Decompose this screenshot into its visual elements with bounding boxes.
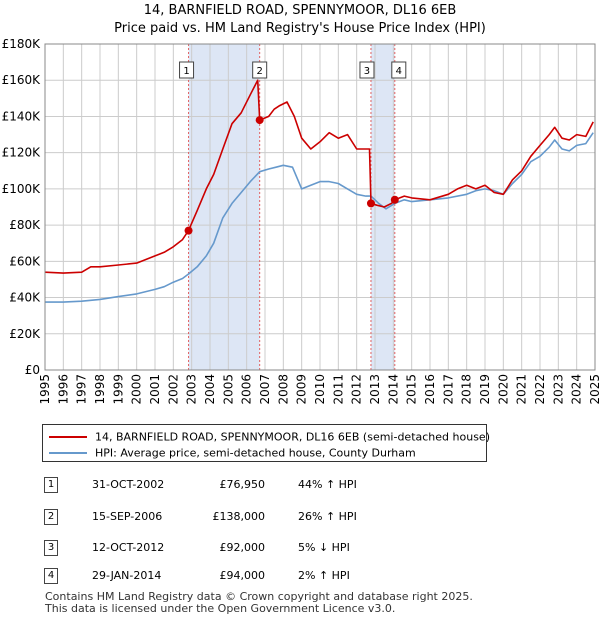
y-tick-label: £120K bbox=[2, 146, 42, 160]
x-tick-label: 2014 bbox=[386, 374, 400, 405]
legend: 14, BARNFIELD ROAD, SPENNYMOOR, DL16 6EB… bbox=[42, 424, 490, 462]
y-tick-label: £140K bbox=[2, 109, 42, 123]
legend-hpi-label: HPI: Average price, semi-detached house,… bbox=[95, 446, 416, 460]
y-tick-label: £80K bbox=[9, 218, 41, 232]
y-tick-label: £100K bbox=[2, 182, 42, 196]
y-tick-label: £20K bbox=[9, 327, 41, 341]
x-tick-label: 2004 bbox=[203, 374, 217, 405]
x-tick-label: 2018 bbox=[460, 374, 474, 405]
transaction-date: 31-OCT-2002 bbox=[92, 478, 165, 491]
x-tick-label: 2009 bbox=[295, 374, 309, 405]
transaction-number: 2 bbox=[44, 509, 58, 525]
sale-point bbox=[255, 116, 264, 125]
x-tick-label: 1998 bbox=[93, 374, 107, 405]
transaction-date: 12-OCT-2012 bbox=[92, 541, 165, 554]
x-tick-label: 2025 bbox=[588, 374, 600, 405]
transaction-hpi: 44% ↑ HPI bbox=[298, 478, 357, 491]
x-tick-label: 2022 bbox=[533, 374, 547, 405]
x-tick-label: 2011 bbox=[331, 374, 345, 405]
x-tick-label: 1996 bbox=[56, 374, 70, 405]
x-tick-label: 2000 bbox=[130, 374, 144, 405]
legend-item-hpi: HPI: Average price, semi-detached house,… bbox=[49, 446, 416, 460]
x-tick-label: 2002 bbox=[166, 374, 180, 405]
transaction-number: 1 bbox=[44, 477, 58, 493]
legend-item-price: 14, BARNFIELD ROAD, SPENNYMOOR, DL16 6EB… bbox=[49, 430, 490, 444]
sale-point bbox=[184, 226, 193, 235]
y-tick-label: £40K bbox=[9, 291, 41, 305]
x-tick-label: 2023 bbox=[551, 374, 565, 405]
transaction-price: £76,950 bbox=[219, 478, 266, 491]
x-tick-label: 2024 bbox=[570, 374, 584, 405]
transaction-hpi: 2% ↑ HPI bbox=[298, 569, 350, 582]
sale-label-box bbox=[179, 61, 195, 79]
legend-hpi-line bbox=[49, 452, 87, 454]
x-tick-label: 1995 bbox=[38, 374, 52, 405]
hpi-line bbox=[45, 132, 594, 303]
transaction-number: 4 bbox=[44, 568, 58, 584]
x-tick-label: 1997 bbox=[75, 374, 89, 405]
sale-label-box bbox=[252, 61, 268, 79]
sale-label: 3 bbox=[364, 66, 370, 77]
price-paid-line bbox=[44, 79, 594, 274]
x-tick-label: 2019 bbox=[478, 374, 492, 405]
transaction-hpi: 26% ↑ HPI bbox=[298, 510, 357, 523]
transaction-hpi: 5% ↓ HPI bbox=[298, 541, 350, 554]
x-tick-label: 2012 bbox=[350, 374, 364, 405]
y-tick-label: £0 bbox=[25, 363, 40, 377]
x-tick-label: 2003 bbox=[185, 374, 199, 405]
sale-point bbox=[390, 195, 399, 204]
transaction-date: 29-JAN-2014 bbox=[92, 569, 162, 582]
sale-label-box bbox=[359, 61, 375, 79]
footer-copyright: Contains HM Land Registry data © Crown c… bbox=[45, 590, 473, 603]
x-tick-label: 2020 bbox=[496, 374, 510, 405]
transaction-row: 2 15-SEP-2006 £138,000 26% ↑ HPI bbox=[0, 509, 600, 529]
transaction-date: 15-SEP-2006 bbox=[92, 510, 163, 523]
sale-label: 1 bbox=[183, 66, 189, 77]
x-tick-label: 2015 bbox=[405, 374, 419, 405]
sale-label: 2 bbox=[256, 66, 262, 77]
transaction-price: £94,000 bbox=[219, 569, 266, 582]
sale-label: 4 bbox=[396, 66, 402, 77]
transaction-number: 3 bbox=[44, 540, 58, 556]
x-tick-label: 2001 bbox=[148, 374, 162, 405]
transaction-row: 3 12-OCT-2012 £92,000 5% ↓ HPI bbox=[0, 540, 600, 560]
x-tick-label: 2010 bbox=[313, 374, 327, 405]
y-tick-label: £60K bbox=[9, 254, 41, 268]
chart-title: 14, BARNFIELD ROAD, SPENNYMOOR, DL16 6EB bbox=[143, 3, 457, 18]
y-tick-label: £180K bbox=[2, 37, 42, 51]
transaction-price: £92,000 bbox=[219, 541, 266, 554]
x-tick-label: 2007 bbox=[258, 374, 272, 405]
footer-licence: This data is licensed under the Open Gov… bbox=[45, 602, 396, 615]
x-tick-label: 2006 bbox=[240, 374, 254, 405]
transaction-row: 1 31-OCT-2002 £76,950 44% ↑ HPI bbox=[0, 477, 600, 497]
x-tick-label: 2013 bbox=[368, 374, 382, 405]
x-tick-label: 2005 bbox=[221, 374, 235, 405]
legend-price-label: 14, BARNFIELD ROAD, SPENNYMOOR, DL16 6EB… bbox=[95, 430, 490, 444]
x-tick-label: 2021 bbox=[515, 374, 529, 405]
price-chart: 1 2 3 4 £0 £20K £40K £60K £80K £100K £120K £140K £16… bbox=[2, 37, 600, 405]
y-tick-label: £160K bbox=[2, 73, 42, 87]
legend-price-line bbox=[49, 436, 87, 438]
sale-label-box bbox=[391, 61, 407, 79]
sale-point bbox=[366, 199, 375, 208]
plot-border bbox=[44, 43, 596, 371]
x-tick-label: 1999 bbox=[111, 374, 125, 405]
x-tick-label: 2008 bbox=[276, 374, 290, 405]
transaction-price: £138,000 bbox=[212, 510, 266, 523]
transaction-row: 4 29-JAN-2014 £94,000 2% ↑ HPI bbox=[0, 568, 600, 588]
x-tick-label: 2017 bbox=[441, 374, 455, 405]
chart-subtitle: Price paid vs. HM Land Registry's House … bbox=[114, 21, 486, 36]
x-tick-label: 2016 bbox=[423, 374, 437, 405]
